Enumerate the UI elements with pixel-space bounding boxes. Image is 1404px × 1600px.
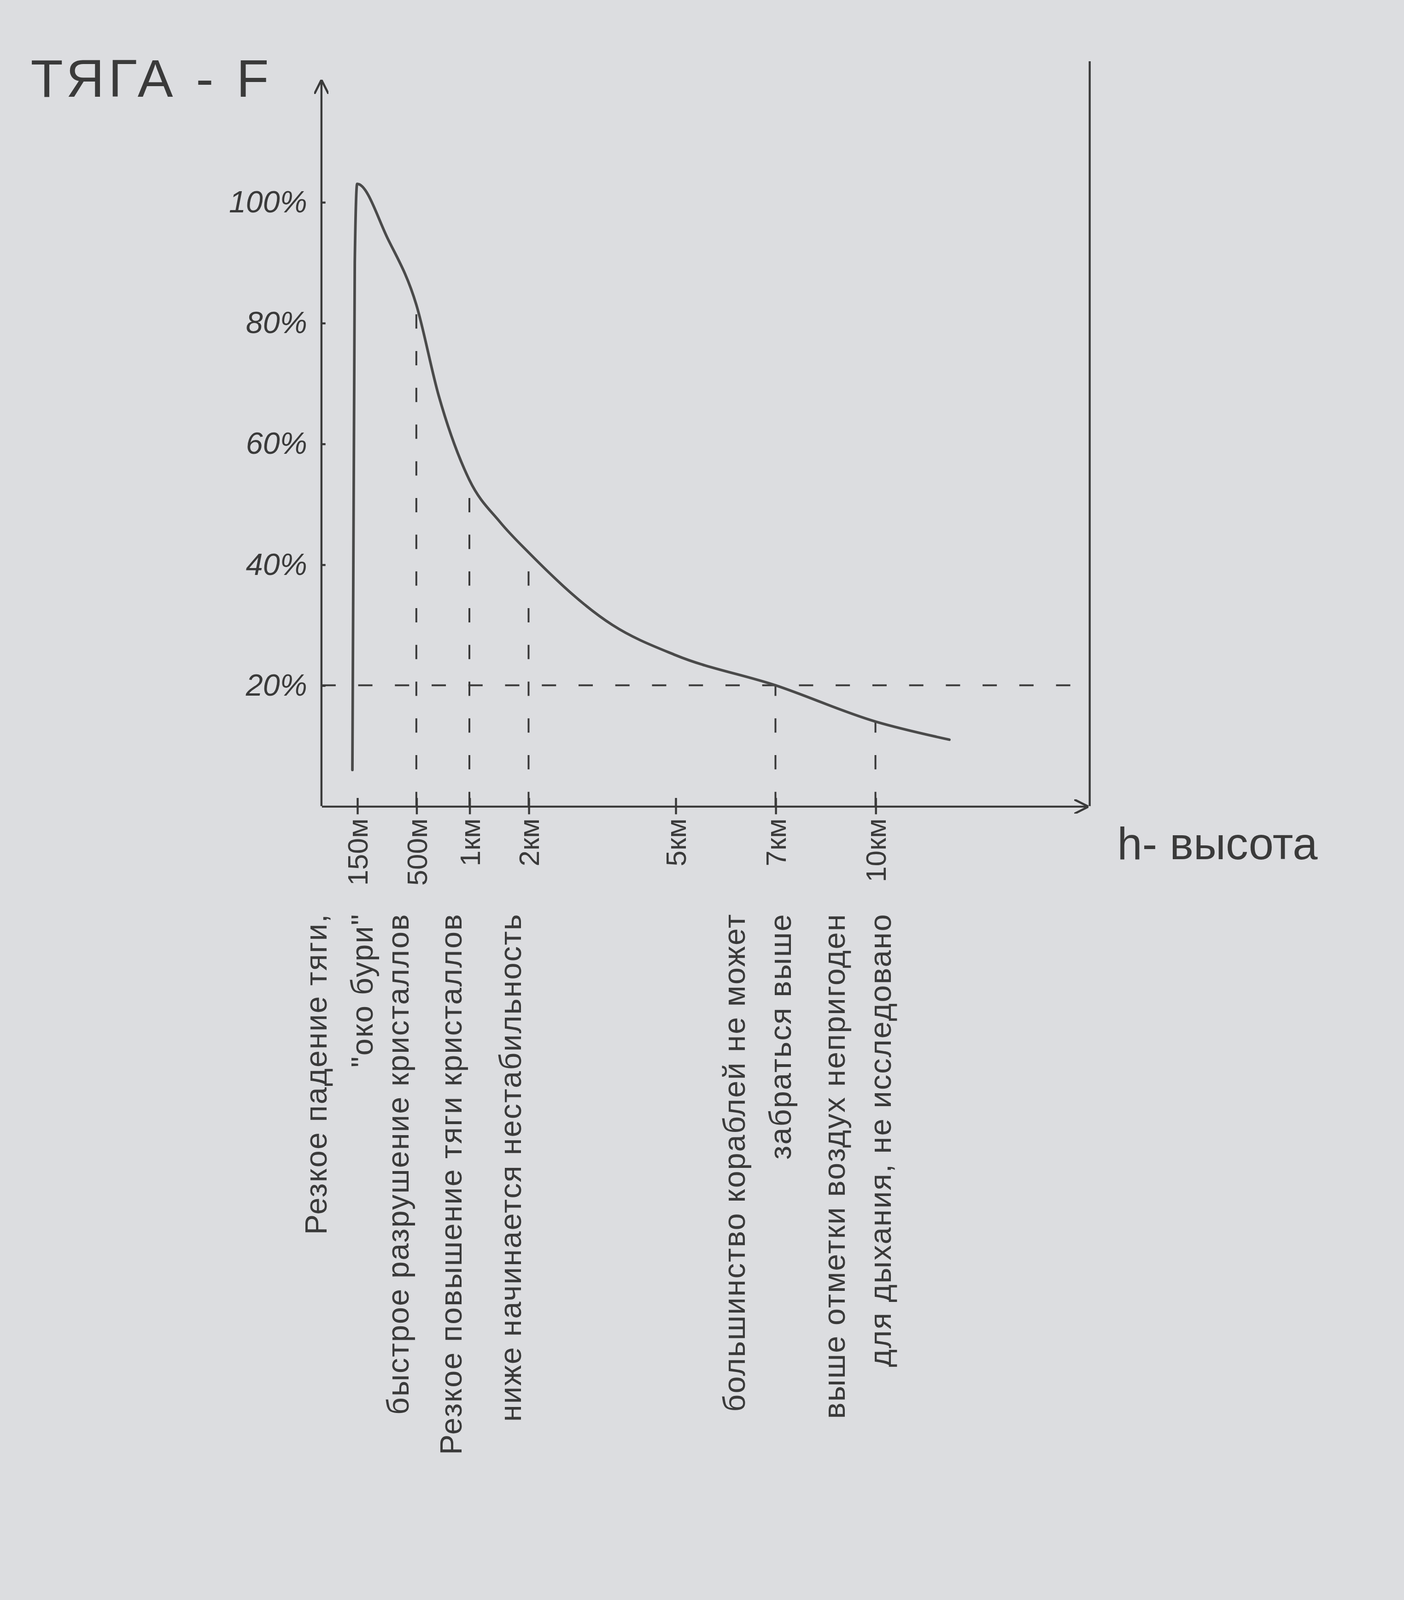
annotation: выше отметки воздух непригоден — [817, 912, 852, 1419]
x-axis: 150м 500м 1км 2км 5км 7км 10км — [321, 797, 1088, 886]
x-axis-line — [321, 805, 1088, 808]
x-tick: 150м — [341, 797, 374, 886]
y-axis: 20% 40% 60% 80% 100% — [228, 81, 326, 806]
x-tick-mark — [468, 797, 471, 814]
annotations: Резкое падение тяги, "око бури"быстрое ра… — [298, 912, 898, 1455]
annotation: ниже начинается нестабильность — [493, 912, 528, 1422]
plot-area — [352, 183, 950, 770]
reference-line-x — [874, 721, 877, 807]
y-tick-label: 40% — [245, 547, 308, 582]
x-tick-mark — [874, 797, 877, 814]
y-tick-label: 100% — [228, 184, 308, 219]
x-tick: 10км — [859, 797, 892, 883]
annotation: забраться выше — [763, 912, 798, 1160]
y-tick-mark — [321, 563, 326, 566]
y-tick: 60% — [245, 426, 326, 461]
x-tick-label: 10км — [859, 818, 892, 883]
x-tick: 7км — [760, 797, 792, 867]
reference-line-x — [415, 304, 418, 806]
x-tick-mark — [774, 797, 777, 814]
x-tick: 2км — [513, 797, 545, 867]
x-tick-label: 150м — [341, 818, 374, 886]
y-tick: 80% — [245, 305, 326, 340]
y-tick-label: 60% — [245, 426, 308, 461]
thrust-line — [352, 183, 950, 770]
x-tick-mark — [527, 797, 530, 814]
y-tick: 20% — [245, 667, 326, 702]
y-tick-label: 80% — [245, 305, 308, 340]
reference-lines — [321, 304, 1087, 806]
x-tick: 5км — [660, 797, 692, 867]
y-tick: 40% — [245, 547, 326, 582]
x-tick-mark — [415, 797, 418, 814]
y-tick: 100% — [228, 184, 326, 219]
annotation: быстрое разрушение кристаллов — [380, 912, 416, 1415]
x-tick: 1км — [454, 797, 486, 867]
reference-line-x — [527, 552, 530, 807]
y-tick-mark — [321, 684, 326, 687]
x-tick-label: 500м — [401, 818, 433, 886]
x-tick-label: 2км — [513, 818, 545, 866]
reference-line-x — [468, 479, 471, 807]
x-tick-label: 5км — [660, 818, 692, 866]
title: ТЯГА - F — [30, 48, 274, 108]
y-tick-mark — [321, 322, 326, 325]
frame-right — [1088, 61, 1091, 807]
annotation: "око бури" — [345, 912, 380, 1068]
x-tick-mark — [356, 797, 359, 814]
annotation: для дыхания, не исследовано — [863, 912, 898, 1367]
y-tick-label: 20% — [245, 667, 308, 702]
reference-line-y — [321, 684, 1087, 687]
x-axis-title: h- высота — [1117, 818, 1318, 869]
y-tick-mark — [321, 201, 326, 204]
reference-line-x — [774, 685, 777, 807]
x-tick-mark — [674, 797, 677, 814]
annotation: Резкое падение тяги, — [298, 912, 334, 1235]
annotation: большинство кораблей не может — [717, 912, 752, 1412]
x-tick-label: 7км — [760, 818, 792, 866]
y-tick-mark — [321, 443, 326, 445]
x-tick-label: 1км — [454, 818, 486, 866]
annotation: Резкое повышение тяги кристаллов — [433, 912, 468, 1455]
x-tick: 500м — [401, 797, 433, 886]
chart: ТЯГА - F h- высота 150м 500м 1км 2км 5км 7км 10к… — [0, 0, 1404, 1600]
